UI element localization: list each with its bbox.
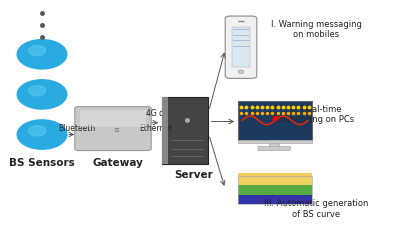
Text: Gateway: Gateway (92, 158, 144, 168)
FancyBboxPatch shape (258, 146, 290, 151)
Circle shape (28, 46, 46, 56)
FancyBboxPatch shape (238, 101, 312, 140)
FancyBboxPatch shape (80, 110, 146, 126)
Circle shape (28, 86, 46, 96)
Text: II. Real-time
monitoring on PCs: II. Real-time monitoring on PCs (278, 105, 354, 124)
Circle shape (238, 70, 244, 73)
FancyBboxPatch shape (269, 140, 279, 148)
Circle shape (17, 80, 67, 109)
Text: 4G or: 4G or (146, 109, 166, 118)
Text: BS Sensors: BS Sensors (9, 158, 75, 168)
FancyBboxPatch shape (238, 185, 312, 195)
Circle shape (17, 40, 67, 69)
Text: III. Automatic generation
of BS curve: III. Automatic generation of BS curve (264, 199, 368, 219)
FancyBboxPatch shape (232, 27, 250, 67)
Circle shape (28, 126, 46, 136)
Text: Ethernet: Ethernet (140, 124, 172, 133)
Text: Server: Server (175, 170, 213, 180)
FancyBboxPatch shape (238, 173, 312, 185)
Text: ≡: ≡ (114, 128, 120, 134)
FancyBboxPatch shape (238, 140, 312, 143)
Text: Blueteeth: Blueteeth (58, 124, 96, 133)
FancyBboxPatch shape (75, 107, 151, 151)
Text: I. Warning messaging
on mobiles: I. Warning messaging on mobiles (270, 20, 362, 39)
FancyBboxPatch shape (225, 16, 257, 78)
Circle shape (17, 120, 67, 149)
FancyBboxPatch shape (162, 97, 168, 164)
FancyBboxPatch shape (238, 195, 312, 204)
FancyBboxPatch shape (162, 97, 208, 164)
